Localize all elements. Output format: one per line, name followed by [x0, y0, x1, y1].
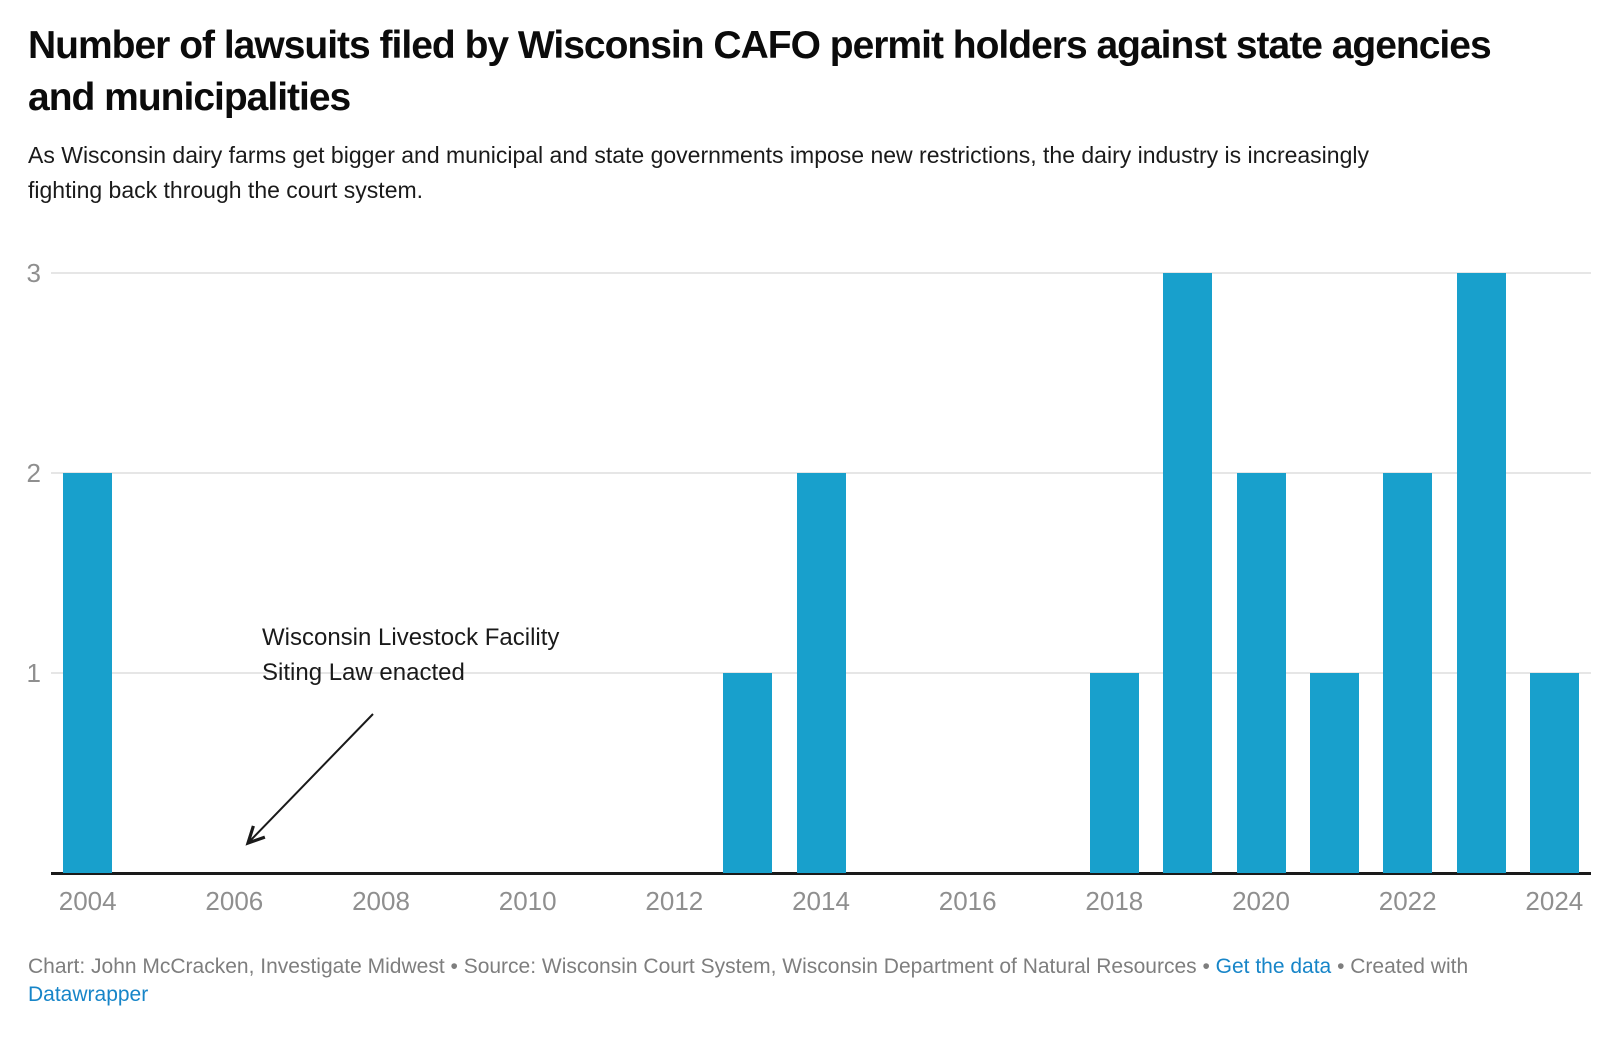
y-axis-tick-label: 1: [26, 658, 41, 688]
chart-title: Number of lawsuits filed by Wisconsin CA…: [28, 24, 1492, 119]
annotation-line-1: Wisconsin Livestock Facility: [262, 624, 560, 651]
plot-area: [51, 272, 1591, 875]
x-axis-tick-label-2004: 2004: [58, 886, 117, 916]
y-axis-tick-label: 3: [26, 258, 41, 288]
get-the-data-link[interactable]: Get the data: [1215, 955, 1332, 978]
x-axis-tick-label-2020: 2020: [1232, 886, 1290, 916]
bar-2014: [796, 473, 846, 873]
x-axis-tick-label-2018: 2018: [1085, 886, 1144, 916]
bar-2024: [1529, 673, 1579, 873]
annotation-arrow-icon: [245, 713, 374, 846]
x-axis-tick-label-2024: 2024: [1525, 886, 1584, 916]
x-axis-tick-label-2012: 2012: [645, 886, 704, 916]
x-axis-tick-label-2016: 2016: [938, 886, 997, 916]
gridline-y-3: [51, 272, 1591, 274]
x-axis-tick-label-2022: 2022: [1378, 886, 1437, 916]
footer-credit-text: Chart: John McCracken, Investigate Midwe…: [28, 955, 1216, 978]
x-axis-tick-label-2010: 2010: [498, 886, 557, 916]
annotation-line-2: Siting Law enacted: [262, 659, 465, 686]
x-axis-tick-label-2014: 2014: [792, 886, 850, 916]
bar-2013: [723, 673, 773, 873]
bar-2020: [1236, 473, 1286, 873]
x-axis-tick-label-2008: 2008: [352, 886, 410, 916]
chart-subtitle: As Wisconsin dairy farms get bigger and …: [28, 142, 1369, 203]
bar-2022: [1383, 473, 1433, 873]
y-axis-tick-label: 2: [26, 458, 41, 488]
bar-2019: [1163, 273, 1213, 873]
datawrapper-link[interactable]: Datawrapper: [28, 983, 149, 1006]
bar-2018: [1089, 673, 1139, 873]
bar-2021: [1309, 673, 1359, 873]
x-axis-tick-label-2006: 2006: [205, 886, 264, 916]
footer-credit: Chart: John McCracken, Investigate Midwe…: [28, 953, 1548, 1009]
footer-separator: •: [1331, 955, 1351, 978]
footer-created-with: Created with: [1350, 955, 1469, 978]
annotation-label: Wisconsin Livestock Facility Siting Law …: [262, 620, 559, 690]
x-axis-baseline: [51, 872, 1591, 875]
bar-2023: [1456, 273, 1506, 873]
bar-2004: [63, 473, 113, 873]
